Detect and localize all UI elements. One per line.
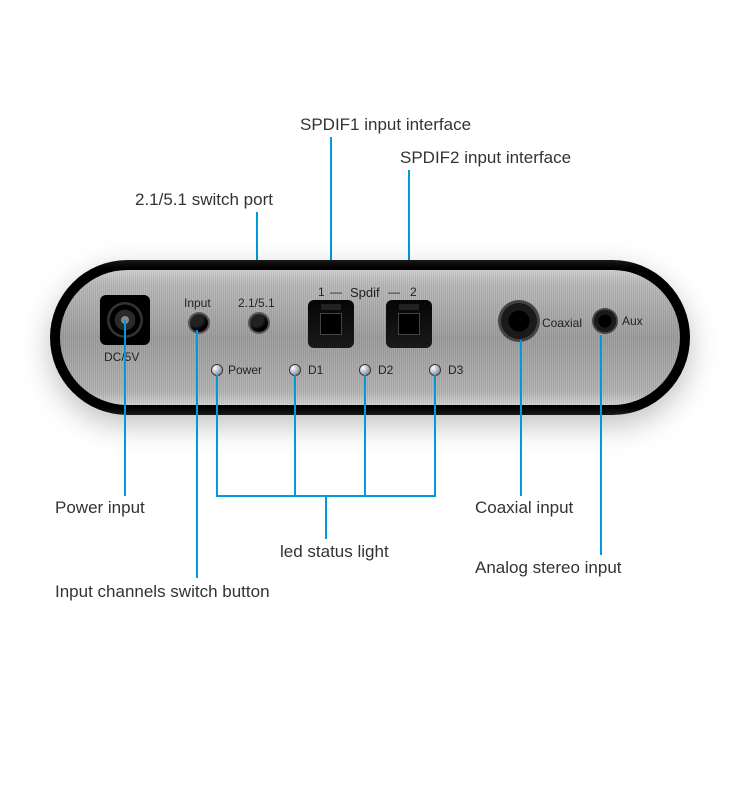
- spdif2-port: [386, 300, 432, 348]
- led-d1: [290, 365, 300, 375]
- leader-led-drop: [325, 495, 327, 539]
- silk-led-d1: D1: [308, 363, 323, 377]
- silk-input: Input: [184, 296, 211, 310]
- silk-coax: Coaxial: [542, 316, 582, 330]
- leader-input: [196, 330, 198, 578]
- diagram-canvas: SPDIF1 input interface SPDIF2 input inte…: [0, 0, 750, 800]
- leader-led-v3: [364, 375, 366, 495]
- callout-analog-input: Analog stereo input: [475, 558, 622, 578]
- silk-led-d3: D3: [448, 363, 463, 377]
- silk-spdif-2: 2: [410, 285, 417, 299]
- silk-mode: 2.1/5.1: [238, 296, 275, 310]
- silk-spdif-1: 1: [318, 285, 325, 299]
- silk-led-power: Power: [228, 363, 262, 377]
- leader-aux: [600, 335, 602, 555]
- spdif1-port: [308, 300, 354, 348]
- callout-input-switch: Input channels switch button: [55, 582, 270, 602]
- callout-power-input: Power input: [55, 498, 145, 518]
- callout-coax-input: Coaxial input: [475, 498, 573, 518]
- silk-spdif-word: Spdif: [350, 285, 380, 300]
- leader-led-v2: [294, 375, 296, 495]
- coaxial-port: [498, 300, 540, 342]
- silk-spdif-dash1: —: [330, 285, 342, 299]
- led-d2: [360, 365, 370, 375]
- silk-led-d2: D2: [378, 363, 393, 377]
- input-switch-button[interactable]: [190, 314, 208, 332]
- aux-port: [592, 308, 618, 334]
- silk-dc5v: DC/5V: [104, 350, 139, 364]
- device-body: DC/5V Input 2.1/5.1 1 — Spdif — 2 Coax: [50, 260, 690, 415]
- device-face: DC/5V Input 2.1/5.1 1 — Spdif — 2 Coax: [60, 270, 680, 405]
- callout-led-status: led status light: [280, 542, 389, 562]
- leader-coax: [520, 340, 522, 496]
- leader-led-v1: [216, 375, 218, 495]
- mode-switch-button[interactable]: [250, 314, 268, 332]
- leader-power: [124, 320, 126, 496]
- silk-aux: Aux: [622, 314, 643, 328]
- callout-mode-switch: 2.1/5.1 switch port: [135, 190, 273, 210]
- callout-spdif2: SPDIF2 input interface: [400, 148, 571, 168]
- led-power: [212, 365, 222, 375]
- callout-spdif1: SPDIF1 input interface: [300, 115, 471, 135]
- silk-spdif-dash2: —: [388, 285, 400, 299]
- leader-led-v4: [434, 375, 436, 495]
- led-d3: [430, 365, 440, 375]
